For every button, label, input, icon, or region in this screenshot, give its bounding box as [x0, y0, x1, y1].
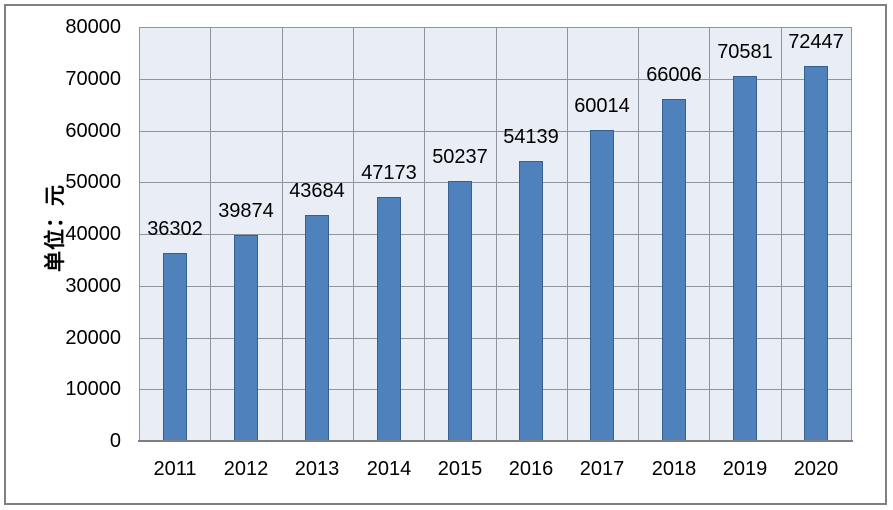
bar-2019	[733, 76, 757, 441]
bar-2020	[804, 66, 828, 441]
x-tick-label-2019: 2019	[722, 458, 768, 480]
bar-2015	[448, 181, 472, 441]
x-tick-label-2015: 2015	[437, 458, 483, 480]
x-tick-label-2018: 2018	[651, 458, 697, 480]
data-label-2014: 47173	[361, 162, 417, 184]
horizontal-gridline	[140, 234, 851, 235]
data-label-2015: 50237	[432, 146, 488, 168]
horizontal-gridline	[140, 338, 851, 339]
horizontal-gridline	[140, 389, 851, 390]
y-tick-label: 70000	[65, 67, 121, 90]
y-tick-label: 80000	[65, 16, 121, 38]
y-tick-label: 20000	[65, 326, 121, 349]
x-tick-label-2011: 2011	[153, 458, 197, 480]
y-axis-title: 单位：元	[44, 184, 67, 272]
horizontal-gridline	[140, 131, 851, 132]
vertical-gridline	[496, 28, 497, 440]
x-tick-label-2013: 2013	[294, 458, 340, 480]
vertical-gridline	[781, 28, 782, 440]
vertical-gridline	[709, 28, 710, 440]
data-label-2011: 36302	[147, 218, 203, 240]
y-tick-label: 50000	[65, 171, 121, 194]
x-tick-label-2016: 2016	[508, 458, 554, 480]
vertical-gridline	[638, 28, 639, 440]
x-tick-label-2020: 2020	[793, 458, 839, 480]
data-label-2018: 66006	[646, 64, 702, 86]
data-label-2016: 54139	[503, 126, 559, 148]
data-label-2013: 43684	[289, 180, 345, 202]
bar-2014	[377, 197, 401, 441]
bar-2012	[234, 235, 258, 441]
y-tick-label: 10000	[65, 378, 121, 401]
vertical-gridline	[210, 28, 211, 440]
x-tick-label-2012: 2012	[223, 458, 269, 480]
horizontal-gridline	[140, 79, 851, 80]
x-tick-label-2014: 2014	[366, 458, 412, 480]
data-label-2012: 39874	[218, 200, 274, 222]
bar-2017	[590, 130, 614, 441]
vertical-gridline	[424, 28, 425, 440]
bar-2018	[662, 99, 686, 441]
y-tick-label: 60000	[65, 119, 121, 142]
horizontal-gridline	[140, 182, 851, 183]
data-label-2017: 60014	[574, 95, 630, 117]
x-axis-line	[138, 440, 853, 442]
y-tick-label: 30000	[65, 274, 121, 297]
vertical-gridline	[282, 28, 283, 440]
horizontal-gridline	[140, 286, 851, 287]
vertical-gridline	[353, 28, 354, 440]
y-tick-label: 0	[109, 430, 121, 452]
bar-2013	[305, 215, 329, 441]
bar-2011	[163, 253, 187, 441]
data-label-2019: 70581	[717, 41, 773, 63]
x-tick-label-2017: 2017	[579, 458, 625, 480]
y-tick-label: 40000	[65, 223, 121, 245]
vertical-gridline	[567, 28, 568, 440]
bar-2016	[519, 161, 543, 441]
data-label-2020: 72447	[788, 31, 844, 53]
